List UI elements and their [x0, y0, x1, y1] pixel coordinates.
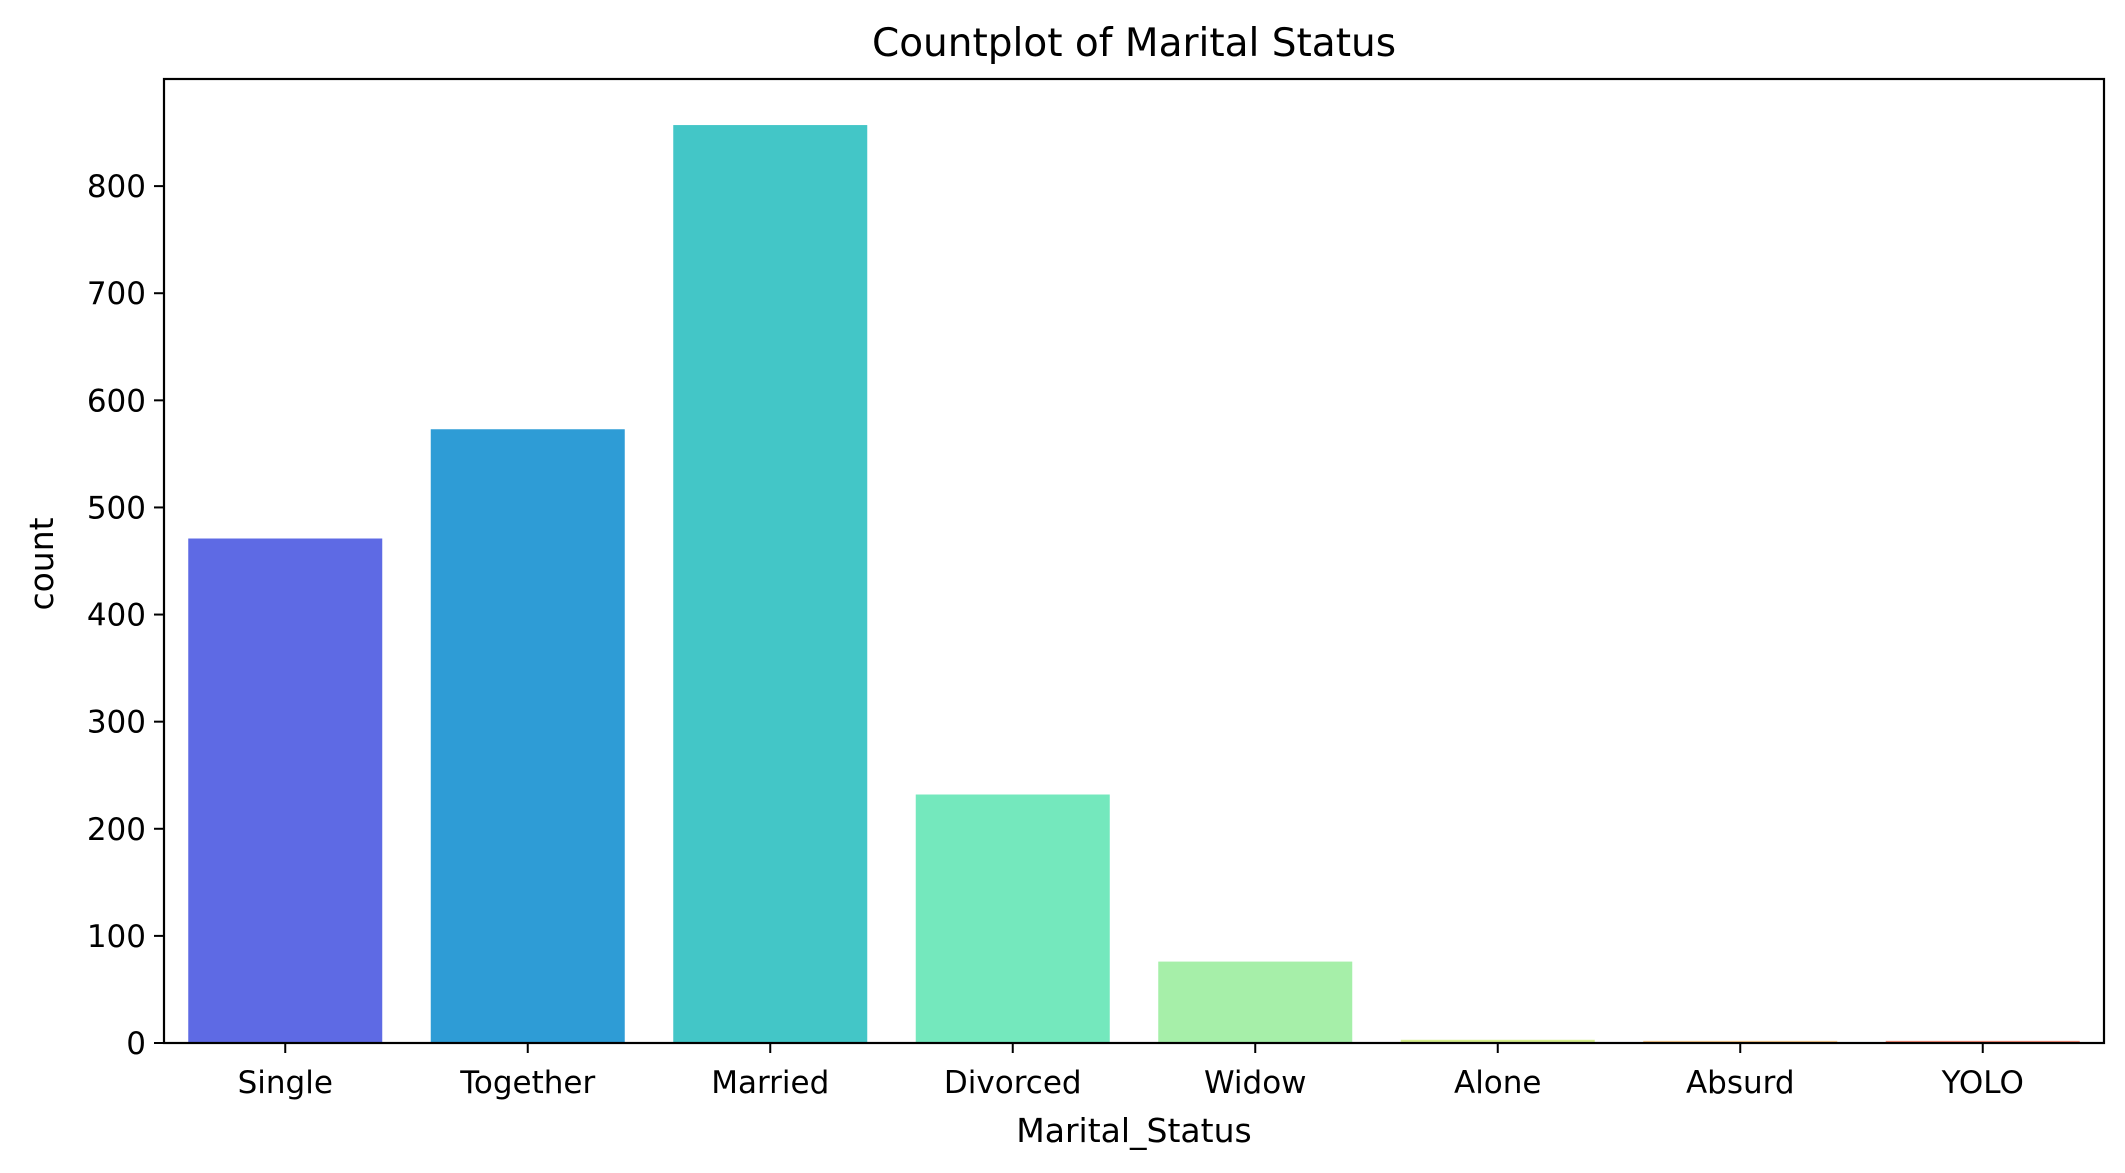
bar-single [188, 538, 383, 1043]
bars-group [188, 125, 2080, 1044]
x-tick-label: Divorced [944, 1065, 1082, 1101]
x-tick-label: YOLO [1941, 1065, 2024, 1101]
y-axis-label: count [22, 517, 61, 610]
bar-together [430, 429, 625, 1044]
y-tick-label: 300 [87, 705, 146, 741]
bar-widow [1158, 961, 1353, 1043]
y-tick-label: 200 [87, 812, 146, 848]
x-tick-label: Single [238, 1065, 333, 1101]
x-tick-label: Married [711, 1065, 829, 1101]
bar-alone [1400, 1039, 1595, 1043]
y-tick-label: 400 [87, 598, 146, 634]
x-tick-label: Together [459, 1065, 595, 1101]
y-tick-label: 800 [87, 169, 146, 205]
y-axis: 0 100 200 300 400 500 600 700 800 [87, 169, 164, 1062]
x-tick-label: Widow [1204, 1065, 1307, 1101]
y-tick-label: 0 [126, 1026, 146, 1062]
y-tick-label: 100 [87, 919, 146, 955]
x-axis-label: Marital_Status [1016, 1111, 1251, 1150]
x-tick-label: Alone [1454, 1065, 1542, 1101]
plot-frame [162, 77, 2106, 1045]
bar-married [673, 125, 868, 1043]
bar-divorced [915, 794, 1110, 1043]
y-tick-label: 700 [87, 276, 146, 312]
x-tick-label: Absurd [1686, 1065, 1795, 1101]
x-axis: Single Together Married Divorced Widow Alone A… [238, 1043, 2024, 1101]
y-tick-label: 500 [87, 490, 146, 526]
y-tick-label: 600 [87, 383, 146, 419]
chart-title: Countplot of Marital Status [872, 21, 1396, 66]
